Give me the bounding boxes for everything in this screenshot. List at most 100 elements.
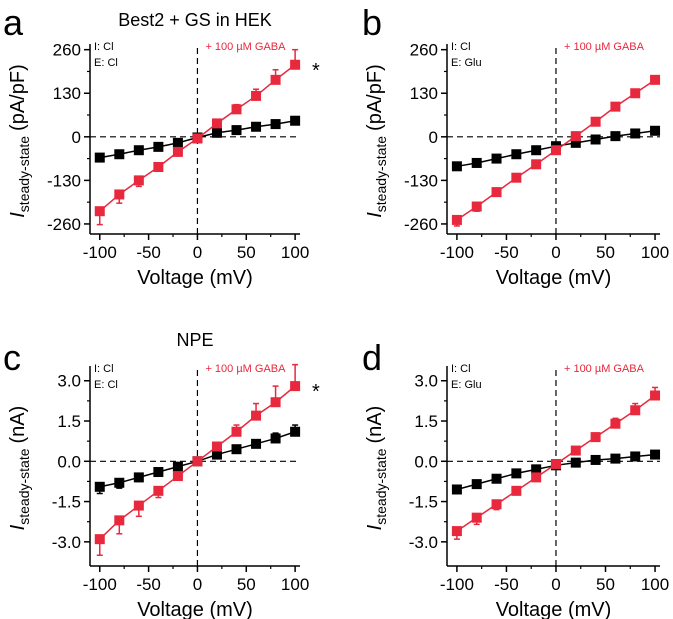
- series-gaba: [94, 48, 301, 226]
- x-axis-title: Voltage (mV): [137, 599, 253, 619]
- data-point: [153, 467, 164, 478]
- data-point: [270, 433, 281, 444]
- y-tick-label: -3.0: [409, 533, 438, 552]
- data-point: [270, 397, 281, 408]
- data-point: [231, 426, 242, 437]
- x-tick-label: -50: [136, 575, 161, 594]
- data-point: [531, 145, 542, 156]
- data-point: [471, 512, 482, 523]
- significance-star: *: [312, 381, 320, 403]
- y-axis-subscript: steady-state: [373, 136, 389, 212]
- data-point: [133, 472, 144, 483]
- data-point: [570, 137, 581, 148]
- data-point: [511, 172, 522, 183]
- data-point: [630, 405, 641, 416]
- data-point: [491, 473, 502, 484]
- x-tick-label: 100: [281, 575, 309, 594]
- x-tick-label: -50: [494, 243, 519, 262]
- y-tick-label: 0: [72, 128, 81, 147]
- data-point: [511, 149, 522, 160]
- x-tick-label: -100: [83, 243, 117, 262]
- y-axis-unit: (nA): [7, 406, 29, 444]
- panel-c: c NPE -3.0 -1.5 0.0 1.5 3.0 -100 -50 0 50 100 Voltag…: [3, 330, 320, 619]
- y-tick-label: 0.0: [57, 452, 81, 471]
- data-point: [590, 454, 601, 465]
- data-point: [650, 74, 661, 85]
- data-point: [610, 453, 621, 464]
- y-axis-symbol: I: [364, 524, 386, 530]
- data-point: [590, 116, 601, 127]
- gaba-annotation: + 100 µM GABA: [205, 363, 286, 375]
- data-point: [630, 88, 641, 99]
- data-point: [491, 153, 502, 164]
- x-tick-label: -50: [136, 243, 161, 262]
- data-point: [290, 381, 301, 392]
- external-solution-label: E: Cl: [94, 379, 118, 391]
- panel-label: d: [362, 337, 382, 378]
- panel-title: NPE: [176, 330, 213, 350]
- data-point: [570, 131, 581, 142]
- data-point: [114, 515, 125, 526]
- x-tick-label: 0: [193, 575, 202, 594]
- data-point: [550, 145, 561, 156]
- x-tick-label: 0: [551, 575, 560, 594]
- data-point: [270, 74, 281, 85]
- y-axis-title: Isteady-state (nA): [7, 406, 32, 531]
- panel-d: d -3.0 -1.5 0.0 1.5 3.0 -100 -50 0 50 100 Voltage (…: [362, 337, 669, 619]
- data-point: [650, 390, 661, 401]
- y-tick-label: 1.5: [414, 412, 438, 431]
- data-point: [650, 449, 661, 460]
- y-tick-label: -130: [404, 171, 438, 190]
- data-point: [251, 438, 262, 449]
- series-gaba: [451, 386, 661, 540]
- data-point: [451, 214, 462, 225]
- series-gaba: [451, 74, 661, 227]
- data-point: [133, 145, 144, 156]
- y-axis-unit: (pA/pF): [364, 64, 386, 131]
- y-axis-title: Isteady-state (pA/pF): [364, 64, 389, 218]
- data-point: [590, 432, 601, 443]
- x-tick-label: 50: [237, 243, 256, 262]
- data-point: [290, 115, 301, 126]
- panel-b: b -260 -130 0 130 260 -100 -50 0 50 100 Voltage (mV…: [362, 2, 669, 289]
- data-point: [133, 175, 144, 186]
- y-tick-label: -1.5: [409, 493, 438, 512]
- data-point: [172, 471, 183, 482]
- y-tick-label: 130: [53, 84, 81, 103]
- data-point: [531, 472, 542, 483]
- x-tick-label: 100: [641, 243, 669, 262]
- data-point: [211, 118, 222, 129]
- x-tick-label: 50: [596, 575, 615, 594]
- x-tick-label: 50: [237, 575, 256, 594]
- data-point: [114, 477, 125, 488]
- data-point: [172, 137, 183, 148]
- y-axis-unit: (nA): [364, 406, 386, 444]
- data-point: [94, 206, 105, 217]
- data-point: [570, 445, 581, 456]
- data-point: [211, 449, 222, 460]
- y-tick-label: 3.0: [414, 372, 438, 391]
- panel-label: b: [362, 2, 382, 43]
- data-point: [451, 484, 462, 495]
- external-solution-label: E: Glu: [451, 379, 482, 391]
- data-point: [471, 201, 482, 212]
- data-point: [650, 125, 661, 136]
- data-point: [251, 121, 262, 132]
- panel-label: a: [3, 2, 24, 43]
- x-tick-label: -50: [494, 575, 519, 594]
- y-axis-symbol: I: [7, 524, 29, 530]
- data-point: [451, 526, 462, 537]
- gaba-annotation: + 100 µM GABA: [564, 41, 645, 53]
- y-tick-label: 0: [429, 128, 438, 147]
- data-point: [114, 149, 125, 160]
- x-tick-label: -100: [83, 575, 117, 594]
- panel-label: c: [3, 337, 21, 378]
- gaba-annotation: + 100 µM GABA: [564, 363, 645, 375]
- data-point: [630, 451, 641, 462]
- x-tick-label: 50: [596, 243, 615, 262]
- y-axis-unit: (pA/pF): [7, 64, 29, 131]
- data-point: [231, 125, 242, 136]
- data-point: [153, 485, 164, 496]
- y-tick-label: 130: [410, 84, 438, 103]
